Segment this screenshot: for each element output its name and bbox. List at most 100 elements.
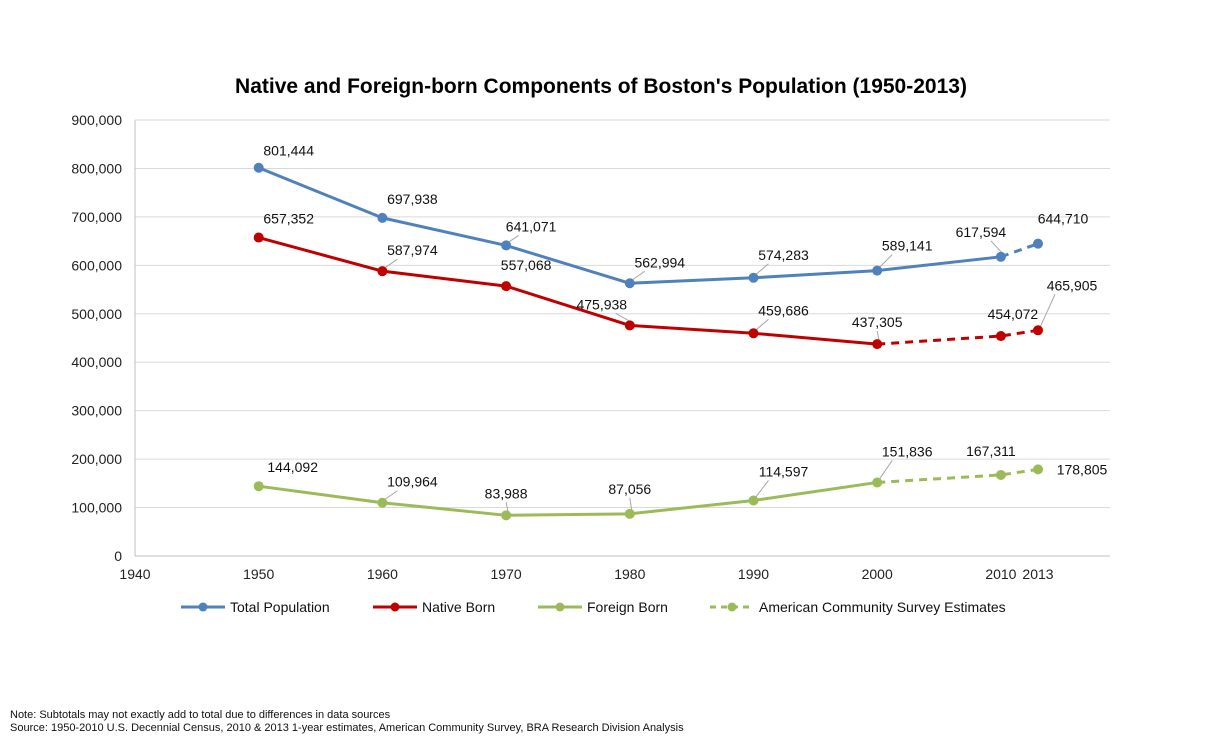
data-label: 644,710 bbox=[1038, 211, 1089, 227]
source-text: Source: 1950-2010 U.S. Decennial Census,… bbox=[10, 722, 684, 734]
data-point bbox=[377, 212, 388, 223]
data-point bbox=[377, 266, 388, 277]
data-label: 587,974 bbox=[387, 242, 438, 258]
data-label: 83,988 bbox=[485, 485, 528, 501]
data-label: 657,352 bbox=[263, 211, 314, 227]
data-labels: 801,444 697,938 641,071 562,994 574,283 589,1… bbox=[263, 143, 1107, 502]
data-point bbox=[624, 320, 635, 331]
data-label: 459,686 bbox=[758, 302, 809, 318]
x-tick-label: 1950 bbox=[243, 566, 274, 582]
y-tick-label: 600,000 bbox=[71, 257, 122, 273]
data-point bbox=[1033, 325, 1044, 336]
data-point bbox=[253, 481, 264, 492]
axes bbox=[134, 120, 1110, 557]
leader-line bbox=[1039, 294, 1056, 328]
data-label: 109,964 bbox=[387, 474, 438, 490]
data-point bbox=[872, 339, 883, 350]
series-line-total-population bbox=[258, 166, 1002, 285]
leader-line bbox=[507, 235, 519, 243]
series-points bbox=[253, 162, 1044, 521]
y-tick-label: 200,000 bbox=[71, 451, 122, 467]
data-point bbox=[748, 328, 759, 339]
data-label: 178,805 bbox=[1057, 461, 1108, 477]
legend-label: American Community Survey Estimates bbox=[759, 599, 1006, 615]
x-tick-label: 1970 bbox=[491, 566, 522, 582]
legend: Total Population Native Born Foreign Born A… bbox=[181, 599, 1006, 615]
x-tick-label: 1980 bbox=[614, 566, 645, 582]
label-leader-lines bbox=[384, 235, 1056, 513]
data-label: 557,068 bbox=[501, 257, 552, 273]
leader-line bbox=[990, 240, 1004, 255]
data-point bbox=[872, 477, 883, 488]
legend-point-marker bbox=[390, 602, 400, 612]
data-point bbox=[624, 278, 635, 289]
series-line-native-born bbox=[258, 236, 878, 346]
gridlines bbox=[135, 119, 1110, 509]
x-tick-label: 1990 bbox=[738, 566, 769, 582]
y-tick-label: 0 bbox=[114, 548, 122, 564]
data-point bbox=[748, 495, 759, 506]
leader-line bbox=[878, 254, 893, 268]
legend-point-marker bbox=[727, 602, 737, 612]
data-point bbox=[253, 162, 264, 173]
data-point bbox=[377, 497, 388, 508]
data-label: 151,836 bbox=[882, 443, 933, 459]
data-label: 562,994 bbox=[634, 254, 685, 270]
leader-line bbox=[878, 460, 893, 480]
data-point bbox=[748, 272, 759, 283]
note-text: Note: Subtotals may not exactly add to t… bbox=[10, 709, 391, 721]
data-label: 589,141 bbox=[882, 238, 933, 254]
data-point bbox=[995, 469, 1006, 480]
data-label: 574,283 bbox=[758, 247, 809, 263]
data-label: 697,938 bbox=[387, 191, 438, 207]
series-estimate-line-foreign-born bbox=[877, 467, 1039, 484]
legend-point-marker bbox=[198, 602, 208, 612]
leader-line bbox=[755, 318, 769, 331]
leader-line bbox=[629, 497, 633, 511]
series-estimate-line-native-born bbox=[877, 328, 1039, 346]
y-tick-label: 300,000 bbox=[71, 403, 122, 419]
data-point bbox=[1033, 464, 1044, 475]
data-label: 801,444 bbox=[263, 143, 314, 159]
data-point bbox=[1033, 238, 1044, 249]
data-label: 454,072 bbox=[988, 306, 1039, 322]
leader-line bbox=[384, 490, 398, 501]
data-point bbox=[995, 251, 1006, 262]
data-label: 475,938 bbox=[576, 296, 627, 312]
data-point bbox=[872, 265, 883, 276]
data-point bbox=[624, 508, 635, 519]
y-tick-label: 100,000 bbox=[71, 500, 122, 516]
y-tick-label: 900,000 bbox=[71, 112, 122, 128]
data-point bbox=[995, 331, 1006, 342]
data-label: 87,056 bbox=[608, 481, 651, 497]
data-label: 114,597 bbox=[759, 463, 809, 479]
data-label: 617,594 bbox=[956, 224, 1007, 240]
data-label: 167,311 bbox=[966, 443, 1016, 459]
data-label: 641,071 bbox=[506, 218, 557, 234]
data-point bbox=[501, 510, 512, 521]
series-estimate-line-total-population bbox=[1000, 242, 1039, 259]
y-tick-label: 500,000 bbox=[71, 306, 122, 322]
data-point bbox=[501, 281, 512, 292]
series-lines bbox=[258, 166, 1039, 517]
legend-label: Total Population bbox=[230, 599, 330, 615]
data-label: 437,305 bbox=[852, 314, 903, 330]
y-axis-ticks: 0 100,000 200,000 300,000 400,000 500,000 600,… bbox=[71, 112, 122, 564]
legend-label: Foreign Born bbox=[587, 599, 668, 615]
x-axis-ticks: 1940 1950 1960 1970 1980 1990 2000 2010 2013 bbox=[119, 566, 1053, 582]
leader-line bbox=[631, 270, 646, 281]
leader-line bbox=[755, 263, 769, 276]
data-point bbox=[253, 232, 264, 243]
leader-line bbox=[384, 258, 398, 269]
x-tick-label: 2010 bbox=[985, 566, 1016, 582]
leader-line bbox=[755, 480, 769, 498]
chart-title: Native and Foreign-born Components of Bo… bbox=[235, 75, 967, 98]
data-label: 465,905 bbox=[1047, 277, 1098, 293]
legend-point-marker bbox=[555, 602, 565, 612]
series-line-foreign-born bbox=[258, 480, 878, 517]
x-tick-label: 2013 bbox=[1022, 566, 1053, 582]
y-tick-label: 400,000 bbox=[71, 354, 122, 370]
x-tick-label: 2000 bbox=[862, 566, 893, 582]
x-tick-label: 1960 bbox=[367, 566, 398, 582]
data-point bbox=[501, 240, 512, 251]
